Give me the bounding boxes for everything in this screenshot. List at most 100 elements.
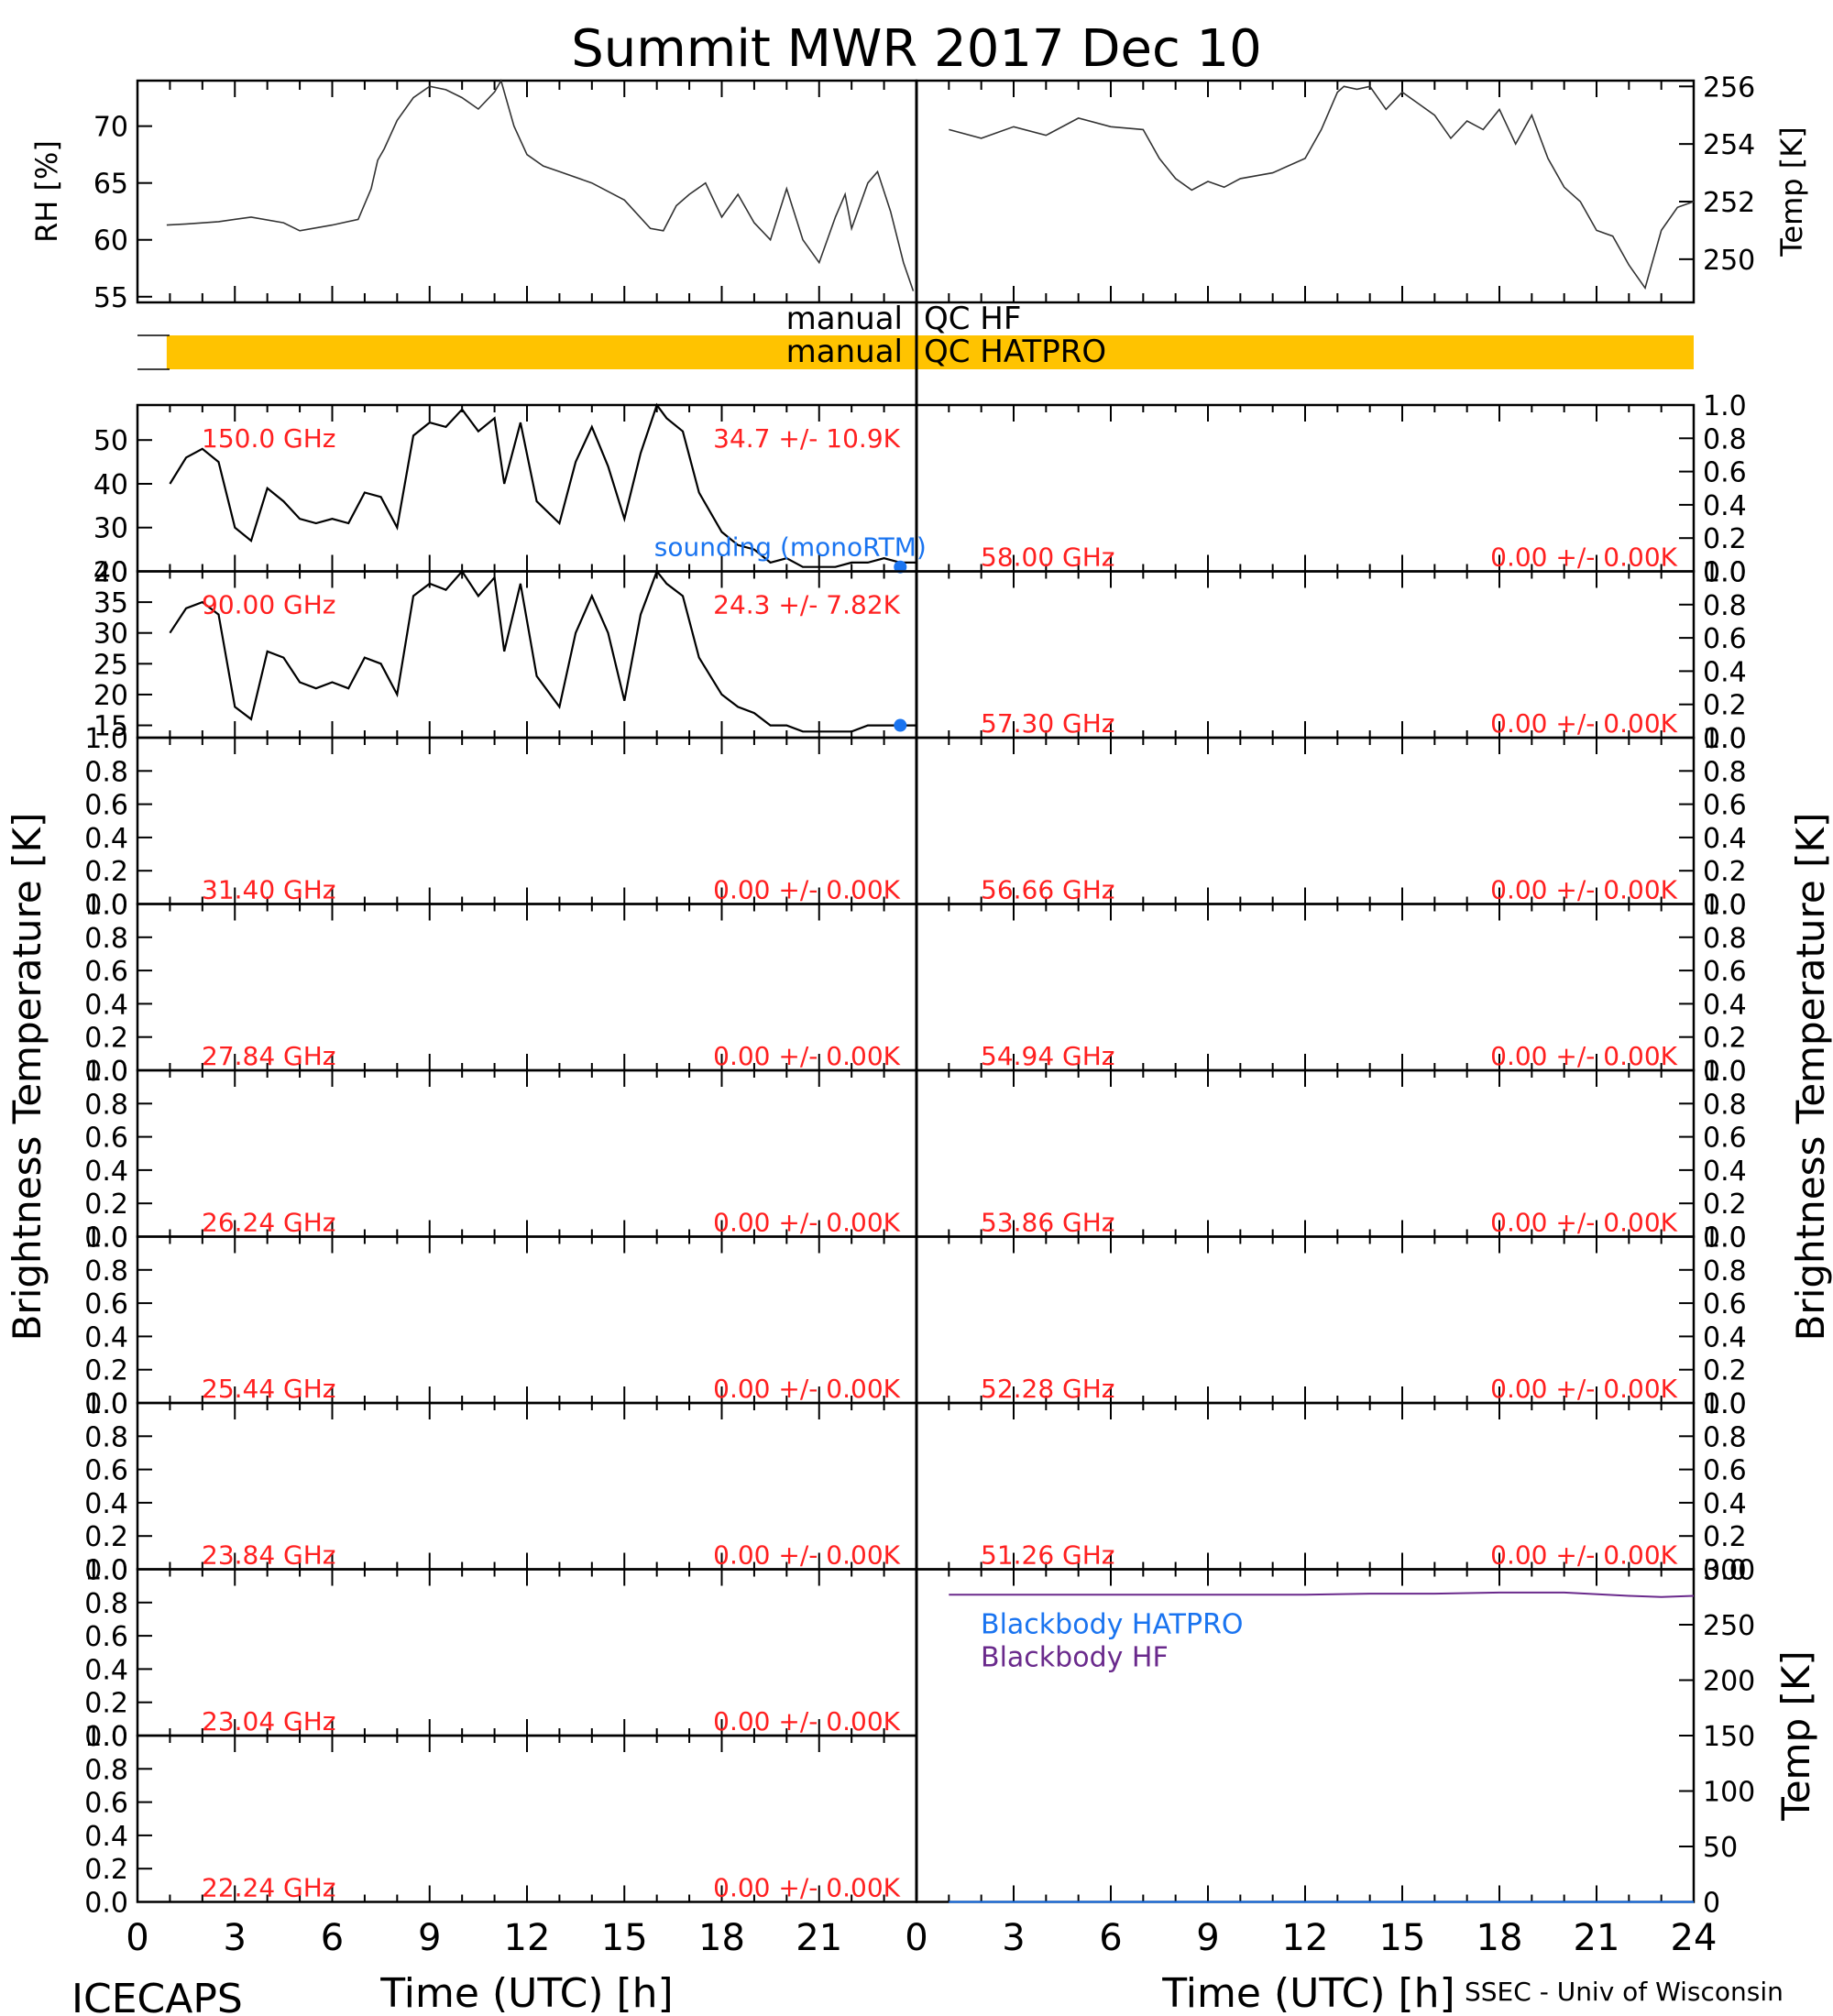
y-tick-label: 150 <box>1703 1721 1755 1753</box>
y-tick-label: 0.2 <box>1703 1521 1747 1553</box>
channel-stats: 34.7 +/- 10.9K <box>713 423 900 454</box>
panel-ch_22: 1.00.80.60.40.20.0 22.24 GHz 0.00 +/- 0.00… <box>84 1721 918 1920</box>
y-tick-label: 0.8 <box>84 1089 128 1121</box>
channel-stats: 0.00 +/- 0.00K <box>713 1706 900 1737</box>
y-tick-label: 1.0 <box>84 1222 128 1255</box>
x-tick-label: 3 <box>1002 1917 1025 1959</box>
y-tick-label: 1.0 <box>84 1056 128 1088</box>
x-tick-label: 12 <box>1282 1917 1329 1959</box>
channel-stats: 0.00 +/- 0.00K <box>1490 1208 1677 1238</box>
x-tick-label: 0 <box>126 1917 148 1959</box>
y-tick-label: 0.4 <box>1703 656 1747 688</box>
y-tick-label: 0.6 <box>1703 790 1747 822</box>
y-tick-label: 0.2 <box>1703 1023 1747 1055</box>
y-tick-label: 0.2 <box>1703 1355 1747 1387</box>
y-tick-label: 30 <box>93 513 128 545</box>
y-tick-label: 0.0 <box>1703 557 1747 589</box>
x-axis-left: 0 3 6 9 12 15 18 21 <box>126 1917 842 1959</box>
y-tick-label: 0.6 <box>1703 956 1747 988</box>
panel-ch_54: 1.00.80.60.40.20.054.94 GHz 0.00 +/- 0.00… <box>915 890 1747 1088</box>
channel-stats: 0.00 +/- 0.00K <box>1490 1374 1677 1404</box>
y-tick-label: 0.2 <box>1703 690 1747 722</box>
y-tick-label: 0.2 <box>84 1023 128 1055</box>
channel-frequency: 23.84 GHz <box>202 1540 336 1571</box>
panel-ch_52: 1.00.80.60.40.20.052.28 GHz 0.00 +/- 0.00… <box>915 1222 1747 1420</box>
channel-frequency: 53.86 GHz <box>981 1208 1115 1238</box>
y-tick-label: 55 <box>93 282 128 314</box>
y-tick-label: 0.8 <box>1703 1089 1747 1121</box>
y-tick-label: 0.4 <box>1703 490 1747 522</box>
y-tick-label: 0.0 <box>84 890 128 922</box>
y-tick-label: 35 <box>93 587 128 619</box>
y-tick-label: 0.8 <box>1703 923 1747 955</box>
y-tick-label: 0.0 <box>1703 1388 1747 1420</box>
panel-ch_26: 1.00.80.60.40.20.0 26.24 GHz 0.00 +/- 0.00… <box>84 1056 918 1255</box>
x-axis-label-left: Time (UTC) [h] <box>379 1970 673 2016</box>
y-tick-label: 0.0 <box>1703 890 1747 922</box>
y-tick-label: 70 <box>93 112 128 144</box>
y-tick-label: 60 <box>93 225 128 257</box>
channel-stats: 0.00 +/- 0.00K <box>713 1873 900 1903</box>
channel-stats: 0.00 +/- 0.00K <box>713 1374 900 1404</box>
panel-ch_56: 1.00.80.60.40.20.056.66 GHz 0.00 +/- 0.00… <box>915 723 1747 922</box>
y-tick-label: 40 <box>93 557 128 589</box>
y-tick-label: 0.0 <box>84 1056 128 1088</box>
y-tick-label: 0.4 <box>1703 1488 1747 1520</box>
y-tick-label: 1.0 <box>1703 890 1747 922</box>
x-tick-label: 6 <box>321 1917 344 1959</box>
qc-hatpro-bar <box>166 335 1694 369</box>
y-tick-label: 0.2 <box>84 1688 128 1720</box>
y-tick-label: 0.2 <box>84 1521 128 1553</box>
channel-frequency: 51.26 GHz <box>981 1540 1115 1571</box>
y-tick-label: 25 <box>93 649 128 681</box>
channel-stats: 0.00 +/- 0.00K <box>713 875 900 905</box>
channel-frequency: 25.44 GHz <box>202 1374 336 1404</box>
y-tick-label: 1.0 <box>84 890 128 922</box>
x-tick-label: 18 <box>1476 1917 1523 1959</box>
y-tick-label: 0.4 <box>1703 989 1747 1021</box>
y-tick-label: 0.6 <box>1703 457 1747 489</box>
y-tick-label: 0.0 <box>84 1388 128 1420</box>
y-tick-label: 0.8 <box>84 923 128 955</box>
x-tick-label: 15 <box>601 1917 648 1959</box>
y-tick-label: 0.6 <box>84 1123 128 1155</box>
x-tick-label: 21 <box>796 1917 842 1959</box>
y-tick-label: 0.0 <box>84 1555 128 1587</box>
y-tick-label: 0.2 <box>1703 1189 1747 1221</box>
y-tick-label: 1.0 <box>1703 557 1747 589</box>
x-axis-label-right: Time (UTC) [h] <box>1161 1970 1454 2016</box>
channel-stats: 0.00 +/- 0.00K <box>1490 542 1677 573</box>
channel-frequency: 27.84 GHz <box>202 1041 336 1071</box>
rh-line <box>166 78 915 291</box>
y-tick-label: 0.0 <box>1703 723 1747 755</box>
y-tick-label: 0.6 <box>84 1621 128 1653</box>
x-tick-label: 3 <box>224 1917 247 1959</box>
x-tick-label: 9 <box>418 1917 441 1959</box>
channel-trace <box>169 569 916 733</box>
blackbody-hf-line <box>949 1591 1695 1598</box>
y-tick-label: 252 <box>1703 187 1755 219</box>
y-tick-label: 0.8 <box>84 1754 128 1786</box>
y-tick-label: 0.6 <box>84 1288 128 1320</box>
y-tick-label: 1.0 <box>1703 723 1747 755</box>
y-tick-label: 0.4 <box>1703 823 1747 855</box>
panel-ch_31: 1.00.80.60.40.20.0 31.40 GHz 0.00 +/- 0.00… <box>84 723 918 922</box>
blackbody-panel: 300 250 200 150 100 50 0 Blackbody HATPROBlackb… <box>915 1555 1818 1920</box>
y-tick-label: 0.6 <box>1703 1455 1747 1487</box>
y-tick-label: 0.2 <box>84 1854 128 1886</box>
channel-stats: 0.00 +/- 0.00K <box>1490 875 1677 905</box>
rh-ylabel: RH [%] <box>29 140 64 243</box>
blackbody-ylabel: Temp [K] <box>1773 1650 1818 1822</box>
channel-stats: 24.3 +/- 7.82K <box>713 590 900 620</box>
channel-trace <box>169 402 916 568</box>
x-tick-label: 6 <box>1099 1917 1122 1959</box>
footer-left: ICECAPS <box>71 1976 243 2016</box>
x-tick-label: 24 <box>1671 1917 1718 1959</box>
channel-frequency: 26.24 GHz <box>202 1208 336 1238</box>
qc-hatpro-label-left: manual <box>786 334 903 370</box>
y-tick-label: 50 <box>93 425 128 457</box>
y-tick-label: 300 <box>1703 1555 1755 1587</box>
y-tick-label: 0.6 <box>1703 623 1747 655</box>
